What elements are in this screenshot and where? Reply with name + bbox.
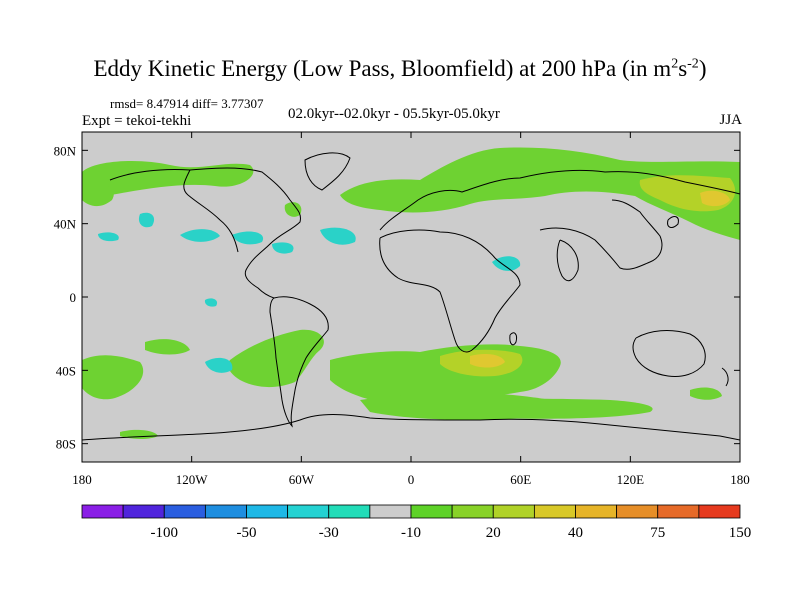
colorbar-swatch	[122, 504, 165, 519]
negative-region-tropical-pacific	[204, 298, 218, 307]
negative-region-north-pacific-1	[138, 212, 155, 228]
negative-region-north-america-1	[232, 231, 264, 245]
axis-tick-labels: 80N 40N 0 40S 80S 180 120W 60W 0 60E 120E 180	[54, 143, 750, 487]
colorbar-swatch	[204, 504, 247, 519]
negative-region-north-atlantic	[320, 227, 356, 245]
colorbar-swatch	[163, 504, 206, 519]
colorbar-label: 40	[568, 525, 583, 541]
lat-tick-label: 40S	[56, 363, 76, 378]
positive-region-south-pacific-west	[82, 355, 144, 400]
colorbar-label: 75	[650, 525, 665, 541]
positive-region-southern-ocean-peak	[470, 354, 505, 368]
coast-north-america	[109, 167, 301, 299]
negative-region-arabia	[492, 256, 521, 271]
positive-region-north-pacific	[82, 184, 114, 207]
lon-tick-label: 180	[72, 472, 92, 487]
coast-antarctica	[82, 414, 740, 441]
colorbar-swatch	[451, 504, 494, 519]
colorbar-swatch	[369, 504, 412, 519]
negative-region-north-pacific-2	[180, 229, 220, 242]
experiment-label: Expt = tekoi-tekhi	[82, 113, 192, 129]
coastlines	[82, 152, 740, 441]
coast-australia	[632, 330, 706, 377]
coast-africa	[379, 229, 521, 353]
colorbar-label: 150	[729, 525, 752, 541]
colorbar-swatch	[492, 504, 535, 519]
positive-region-australia-south	[690, 387, 722, 400]
colorbar-swatch	[410, 504, 453, 519]
colorbar-labels: -100 -50 -30 -10 20 40 75 150	[151, 525, 752, 541]
coast-greenland	[304, 152, 351, 191]
negative-region-south-pacific	[205, 357, 233, 373]
colorbar-swatch	[81, 504, 124, 519]
positive-region-canada-small	[284, 202, 302, 217]
coast-south-america	[269, 296, 329, 428]
colorbar-swatch	[575, 504, 618, 519]
coast-madagascar	[509, 332, 517, 346]
lon-tick-label: 0	[408, 472, 415, 487]
colorbar-swatch	[328, 504, 371, 519]
coast-eurasia	[379, 169, 740, 270]
positive-region-northeast-asia-peak	[700, 190, 730, 207]
colorbar-swatch	[616, 504, 659, 519]
positive-region-south-atlantic-west	[284, 345, 302, 360]
coast-japan	[667, 216, 679, 228]
lon-tick-label: 60E	[510, 472, 531, 487]
positive-region-south-pacific-central	[145, 339, 190, 355]
positive-region-arctic-north-america	[82, 160, 254, 199]
colorbar-label: -30	[319, 525, 339, 541]
lat-tick-label: 80S	[56, 437, 76, 452]
colorbar-swatch	[246, 504, 289, 519]
lat-tick-label: 40N	[54, 217, 77, 232]
lat-tick-label: 0	[70, 290, 77, 305]
negative-region-north-pacific-3	[98, 232, 119, 242]
positive-region-south-atlantic-lower	[440, 398, 653, 419]
colorbar	[81, 504, 741, 519]
period-label: 02.0kyr--02.0kyr - 05.5kyr-05.0kyr	[288, 106, 500, 122]
figure-title: Eddy Kinetic Energy (Low Pass, Bloomfiel…	[93, 56, 707, 81]
lon-tick-label: 60W	[289, 472, 315, 487]
stats-text: rmsd= 8.47914 diff= 3.77307	[110, 96, 264, 111]
season-label: JJA	[719, 112, 742, 128]
colorbar-swatch	[533, 504, 576, 519]
lon-tick-label: 120E	[617, 472, 645, 487]
negative-region-north-america-2	[272, 242, 294, 254]
positive-region-europe-asia-north	[340, 147, 740, 240]
lat-tick-label: 80N	[54, 143, 77, 158]
colorbar-swatch	[657, 504, 700, 519]
coast-india	[556, 239, 579, 282]
coast-new-zealand	[721, 367, 729, 387]
colorbar-label: 20	[486, 525, 501, 541]
colorbar-swatch	[698, 504, 741, 519]
colorbar-label: -10	[401, 525, 421, 541]
lon-tick-label: 180	[730, 472, 750, 487]
colorbar-swatch	[287, 504, 330, 519]
axis-ticks	[81, 132, 741, 462]
colorbar-label: -100	[151, 525, 179, 541]
lon-tick-label: 120W	[176, 472, 209, 487]
colorbar-label: -50	[237, 525, 257, 541]
